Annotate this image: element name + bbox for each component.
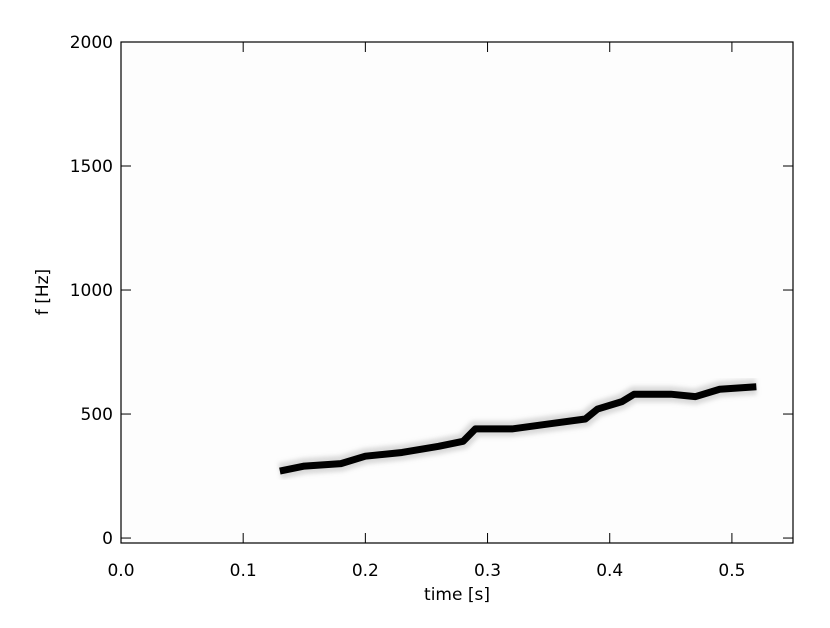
plot-area	[121, 42, 793, 543]
x-tick-label: 0.1	[230, 561, 257, 581]
x-tick-label: 0.2	[352, 561, 379, 581]
plot-frame	[120, 41, 794, 544]
y-tick-label: 1000	[70, 281, 113, 301]
x-tick-label: 0.0	[107, 561, 134, 581]
y-tick-label: 1500	[70, 157, 113, 177]
y-tick-label: 0	[102, 529, 113, 549]
x-axis-label: time [s]	[424, 585, 490, 605]
x-tick-label: 0.3	[474, 561, 501, 581]
ridge-line	[279, 383, 757, 475]
x-tick-label: 0.4	[596, 561, 623, 581]
x-tick-label: 0.5	[718, 561, 745, 581]
y-axis-label: f [Hz]	[33, 269, 53, 315]
y-tick-label: 500	[81, 405, 113, 425]
y-tick-label: 2000	[70, 33, 113, 53]
